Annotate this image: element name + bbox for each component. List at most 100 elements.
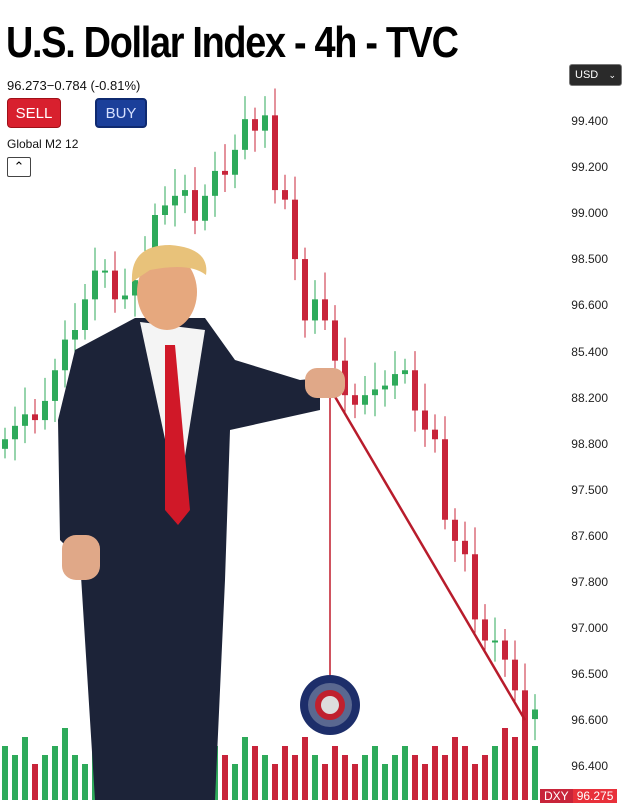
candle xyxy=(32,414,38,421)
y-tick-label: 87.600 xyxy=(571,528,608,543)
candle xyxy=(322,299,328,321)
buy-button[interactable]: BUY xyxy=(95,98,147,128)
y-tick-label: 85.400 xyxy=(571,344,608,359)
candle xyxy=(372,389,378,396)
candle xyxy=(232,149,238,175)
volume-bar xyxy=(262,755,268,800)
volume-bar xyxy=(292,755,298,800)
red-trend-line xyxy=(332,394,527,721)
volume-bar xyxy=(12,755,18,800)
candle xyxy=(42,400,48,421)
chevron-down-icon: ⌄ xyxy=(608,69,616,80)
volume-bar xyxy=(482,755,488,800)
currency-select[interactable]: USD ⌄ xyxy=(569,64,622,86)
volume-bar xyxy=(502,728,508,800)
candle xyxy=(62,339,68,371)
volume-bar xyxy=(222,755,228,800)
y-tick-label: 97.800 xyxy=(571,575,608,589)
currency-value: USD xyxy=(575,69,599,81)
candle xyxy=(192,190,198,221)
last-price-value: 96.275 xyxy=(576,789,614,803)
y-tick-label: 99.200 xyxy=(571,160,608,175)
indicator-label: Global M2 12 xyxy=(7,137,79,151)
candle xyxy=(242,119,248,150)
candle xyxy=(432,429,438,440)
volume-bar xyxy=(232,764,238,800)
volume-bar xyxy=(432,746,438,800)
candle xyxy=(362,395,368,405)
volume-bar xyxy=(62,728,68,800)
y-tick-label: 99.400 xyxy=(571,114,608,128)
last-price-tag: DXY 96.275 xyxy=(540,789,618,803)
candle xyxy=(72,330,78,340)
candle xyxy=(492,640,498,643)
volume-bar xyxy=(22,737,28,800)
candle xyxy=(532,709,538,720)
volume-bar xyxy=(362,755,368,800)
volume-bar xyxy=(462,746,468,800)
volume-bar xyxy=(422,764,428,800)
y-tick-label: 96.400 xyxy=(571,759,608,774)
candle xyxy=(22,414,28,426)
candle xyxy=(102,270,108,273)
candle xyxy=(502,640,508,660)
volume-bar xyxy=(282,746,288,800)
volume-bar xyxy=(532,746,538,800)
volume-bar xyxy=(412,755,418,800)
volume-bar xyxy=(332,746,338,800)
volume-bar xyxy=(302,737,308,800)
candle xyxy=(152,215,158,260)
volume-bar xyxy=(42,755,48,800)
candle xyxy=(292,199,298,260)
candle xyxy=(282,190,288,200)
candle xyxy=(402,370,408,375)
volume-bar xyxy=(342,755,348,800)
volume-bar xyxy=(272,764,278,800)
sell-button[interactable]: SELL xyxy=(7,98,61,128)
volume-bar xyxy=(492,746,498,800)
candle xyxy=(522,690,528,720)
volume-bar xyxy=(2,746,8,800)
candle xyxy=(132,280,138,296)
y-tick-label: 97.500 xyxy=(571,482,608,497)
candle xyxy=(442,439,448,520)
volume-bar xyxy=(72,755,78,800)
candle xyxy=(422,410,428,430)
collapse-button[interactable]: ⌃ xyxy=(7,157,31,177)
price-quote: 96.273−0.784 (-0.81%) xyxy=(7,78,141,93)
candle xyxy=(222,170,228,175)
volume-bar xyxy=(392,755,398,800)
candle xyxy=(162,205,168,215)
page-title: U.S. Dollar Index - 4h - TVC xyxy=(6,18,459,67)
candle xyxy=(312,299,318,321)
y-tick-label: 97.000 xyxy=(571,621,608,636)
yoyo-icon xyxy=(300,675,360,735)
candle xyxy=(52,370,58,401)
candle xyxy=(262,115,268,131)
volume-bar xyxy=(52,746,58,800)
candle xyxy=(2,439,8,449)
candle xyxy=(112,270,118,300)
candle xyxy=(92,270,98,300)
volume-bar xyxy=(442,755,448,800)
candle xyxy=(252,119,258,131)
candle xyxy=(202,195,208,221)
candle xyxy=(272,115,278,191)
candle xyxy=(352,395,358,405)
candle xyxy=(182,190,188,196)
candle xyxy=(472,554,478,620)
candle xyxy=(212,170,218,196)
volume-bar xyxy=(452,737,458,800)
volume-bar xyxy=(352,764,358,800)
volume-bar xyxy=(512,737,518,800)
volume-bar xyxy=(372,746,378,800)
candle xyxy=(512,659,518,691)
man-figure xyxy=(58,245,345,800)
candle xyxy=(172,195,178,206)
volume-bar xyxy=(82,764,88,800)
volume-bar xyxy=(312,755,318,800)
candle xyxy=(332,320,338,361)
volume-bar xyxy=(402,746,408,800)
volume-bar xyxy=(382,764,388,800)
